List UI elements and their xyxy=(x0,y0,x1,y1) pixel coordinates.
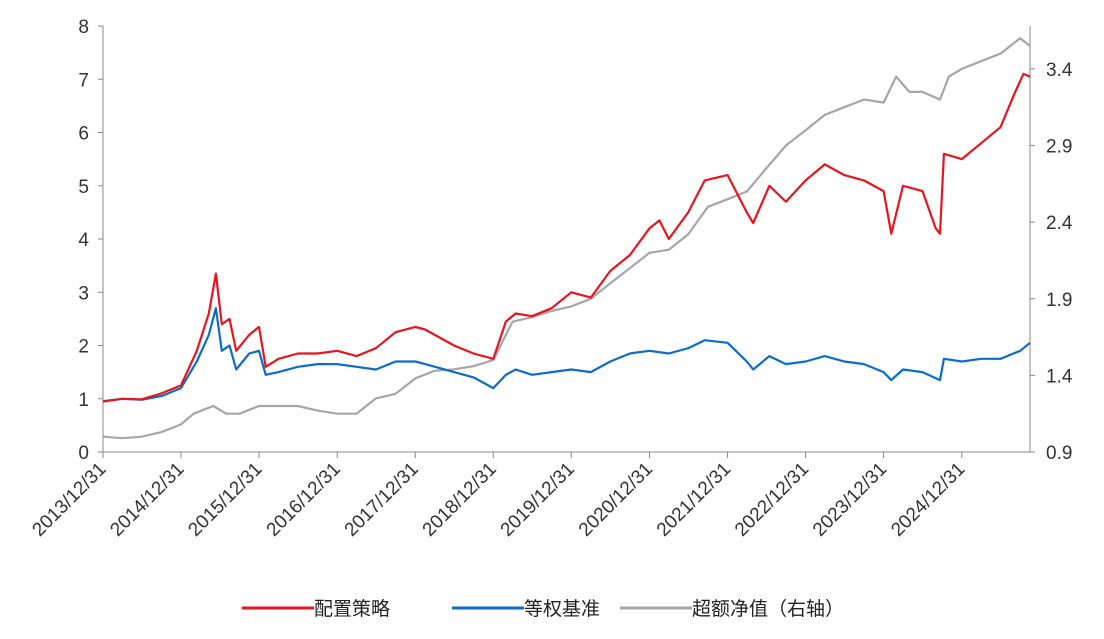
x-tick-label: 2019/12/31 xyxy=(497,459,579,541)
x-tick-label: 2020/12/31 xyxy=(575,459,657,541)
legend-label-0: 配置策略 xyxy=(314,598,390,620)
right-tick-label: 1.9 xyxy=(1046,290,1072,311)
x-tick-label: 2024/12/31 xyxy=(887,459,969,541)
left-tick-label: 4 xyxy=(78,230,89,251)
x-tick-label: 2021/12/31 xyxy=(653,459,735,541)
left-tick-label: 5 xyxy=(78,177,89,198)
right-tick-label: 2.9 xyxy=(1046,137,1072,158)
x-tick-label: 2023/12/31 xyxy=(809,459,891,541)
x-tick-label: 2017/12/31 xyxy=(341,459,423,541)
series-line-2 xyxy=(102,37,1031,440)
left-tick-label: 3 xyxy=(78,283,89,304)
x-tick-label: 2013/12/31 xyxy=(28,459,110,541)
left-tick-label: 1 xyxy=(78,390,89,411)
x-tick-label: 2014/12/31 xyxy=(106,459,188,541)
right-tick-label: 0.9 xyxy=(1046,443,1072,464)
left-tick-label: 6 xyxy=(78,124,89,145)
right-tick-label: 3.4 xyxy=(1046,60,1073,81)
series-line-1 xyxy=(102,307,1031,403)
series-lines xyxy=(102,37,1031,440)
right-tick-label: 1.4 xyxy=(1046,366,1073,387)
left-tick-label: 0 xyxy=(78,443,89,464)
legend-label-2: 超额净值（右轴） xyxy=(692,598,844,620)
left-tick-label: 7 xyxy=(78,70,89,91)
axes: 0123456780.91.41.92.42.93.42013/12/31201… xyxy=(28,17,1072,541)
legend: 配置策略 等权基准 超额净值（右轴） xyxy=(242,598,844,620)
x-tick-label: 2022/12/31 xyxy=(731,459,813,541)
x-tick-label: 2015/12/31 xyxy=(184,459,266,541)
legend-label-1: 等权基准 xyxy=(524,598,600,620)
x-tick-label: 2018/12/31 xyxy=(419,459,501,541)
x-tick-label: 2016/12/31 xyxy=(263,459,345,541)
series-line-0 xyxy=(102,72,1031,403)
left-tick-label: 2 xyxy=(78,337,89,358)
right-tick-label: 2.4 xyxy=(1046,213,1073,234)
left-tick-label: 8 xyxy=(78,17,89,38)
